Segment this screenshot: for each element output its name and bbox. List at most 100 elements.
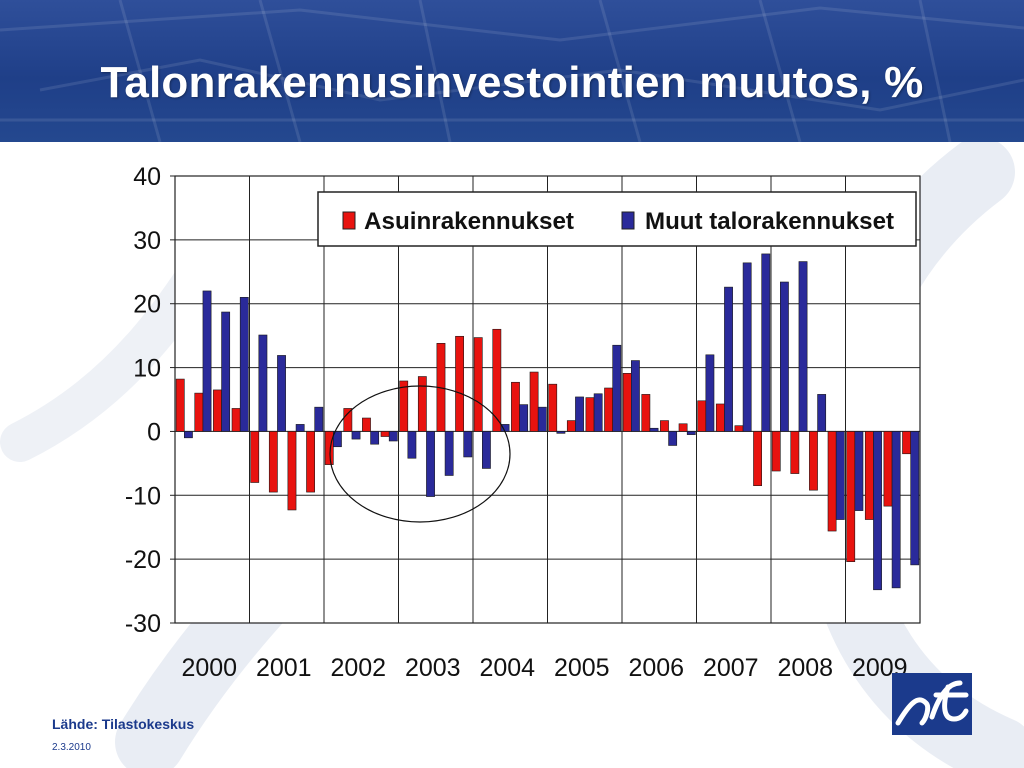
bar-series2 <box>463 431 473 458</box>
bar-series2 <box>277 355 286 432</box>
bar-series1 <box>231 408 241 432</box>
bar-series2 <box>724 286 733 432</box>
title-banner <box>0 0 1024 142</box>
y-tick-label: 10 <box>133 355 161 383</box>
bar-series1 <box>753 431 762 487</box>
bar-series1 <box>585 397 595 432</box>
legend-swatch-series2 <box>621 211 635 230</box>
bar-series2 <box>631 360 640 432</box>
bar-series1 <box>268 431 278 493</box>
bar-series2 <box>556 431 566 434</box>
bar-series2 <box>388 431 398 442</box>
source-note: Lähde: Tilastokeskus <box>52 716 195 732</box>
legend-box <box>317 191 917 247</box>
bar-series2 <box>891 431 901 589</box>
bar-series1 <box>883 431 893 507</box>
y-tick-label: -10 <box>125 482 161 510</box>
bar-series1 <box>362 417 371 432</box>
bar-series1 <box>287 431 297 511</box>
bar-series1 <box>548 383 558 432</box>
vtt-logo <box>892 673 972 735</box>
bar-series2 <box>407 431 417 459</box>
bar-series1 <box>529 371 539 432</box>
bar-series2 <box>649 427 659 432</box>
bar-series2 <box>780 281 789 432</box>
x-tick-label: 2005 <box>554 654 610 682</box>
bar-series1 <box>492 328 502 432</box>
bar-series2 <box>668 431 678 446</box>
bar-series2 <box>817 394 827 432</box>
bar-series1 <box>641 394 651 432</box>
bar-series1 <box>771 431 781 472</box>
bar-series1 <box>678 423 688 432</box>
bar-series2 <box>184 431 193 439</box>
bar-series2 <box>873 431 882 591</box>
x-tick-label: 2001 <box>256 654 312 682</box>
x-tick-label: 2004 <box>479 654 535 682</box>
y-tick-label: -20 <box>125 546 161 574</box>
bar-series1 <box>790 431 800 474</box>
bar-series2 <box>370 431 380 445</box>
y-tick-label: 40 <box>133 163 161 191</box>
bar-series2 <box>742 262 752 432</box>
bar-series2 <box>519 404 529 432</box>
bar-series1 <box>343 408 353 432</box>
slide-date: 2.3.2010 <box>52 742 91 753</box>
bar-series1 <box>306 431 315 493</box>
y-tick-label: 30 <box>133 227 161 255</box>
chart-legend: Asuinrakennukset Muut talorakennukset <box>317 191 917 247</box>
banner-texture <box>0 0 1024 142</box>
bar-series2 <box>686 431 696 435</box>
bar-series1 <box>194 392 204 432</box>
bar-series1 <box>604 387 613 432</box>
bar-series1 <box>399 380 409 432</box>
bar-series2 <box>798 261 808 432</box>
bar-series2 <box>426 431 435 497</box>
bar-series2 <box>314 406 324 432</box>
legend-label-series2: Muut talorakennukset <box>645 208 894 235</box>
x-tick-label: 2000 <box>181 654 237 682</box>
bar-series1 <box>511 381 520 432</box>
bar-series2 <box>835 431 845 520</box>
bar-series1 <box>864 431 874 520</box>
bar-series2 <box>258 334 268 432</box>
bar-series2 <box>221 311 231 432</box>
bar-series1 <box>715 403 725 432</box>
bar-series2 <box>351 431 361 440</box>
bar-series1 <box>660 420 669 432</box>
bar-series2 <box>910 431 920 566</box>
highlight-ellipse <box>329 385 511 523</box>
y-tick-label: -30 <box>125 610 161 638</box>
bar-series1 <box>827 431 837 532</box>
bar-series2 <box>295 424 305 432</box>
bar-series2 <box>575 396 584 432</box>
bar-series1 <box>734 425 744 432</box>
bar-series2 <box>761 253 771 432</box>
bar-series2 <box>612 344 622 432</box>
bar-series1 <box>324 431 334 465</box>
bar-series1 <box>380 431 390 437</box>
bar-series1 <box>250 431 260 483</box>
bar-series1 <box>175 378 185 432</box>
bar-series1 <box>213 389 222 432</box>
bar-series1 <box>622 373 632 432</box>
bar-series1 <box>697 400 707 432</box>
bar-series2 <box>482 431 491 469</box>
bar-chart: 40 30 20 10 0 -10 -20 -30 2000 2001 2002 2003 2004 2… <box>125 163 921 682</box>
x-tick-label: 2002 <box>330 654 386 682</box>
bar-series1 <box>846 431 856 562</box>
bar-series1 <box>902 431 911 455</box>
legend-label-series1: Asuinrakennukset <box>364 208 574 235</box>
bar-series1 <box>809 431 818 491</box>
bar-series2 <box>444 431 454 476</box>
x-tick-label: 2006 <box>628 654 684 682</box>
bar-series1 <box>455 335 464 432</box>
bar-series2 <box>333 431 342 448</box>
bar-series2 <box>705 354 715 432</box>
y-tick-label: 0 <box>147 418 161 446</box>
legend-swatch-series1 <box>342 211 356 230</box>
bar-series2 <box>239 297 249 432</box>
bar-series2 <box>537 406 547 432</box>
bar-series2 <box>593 393 603 432</box>
plot-border <box>174 175 921 624</box>
